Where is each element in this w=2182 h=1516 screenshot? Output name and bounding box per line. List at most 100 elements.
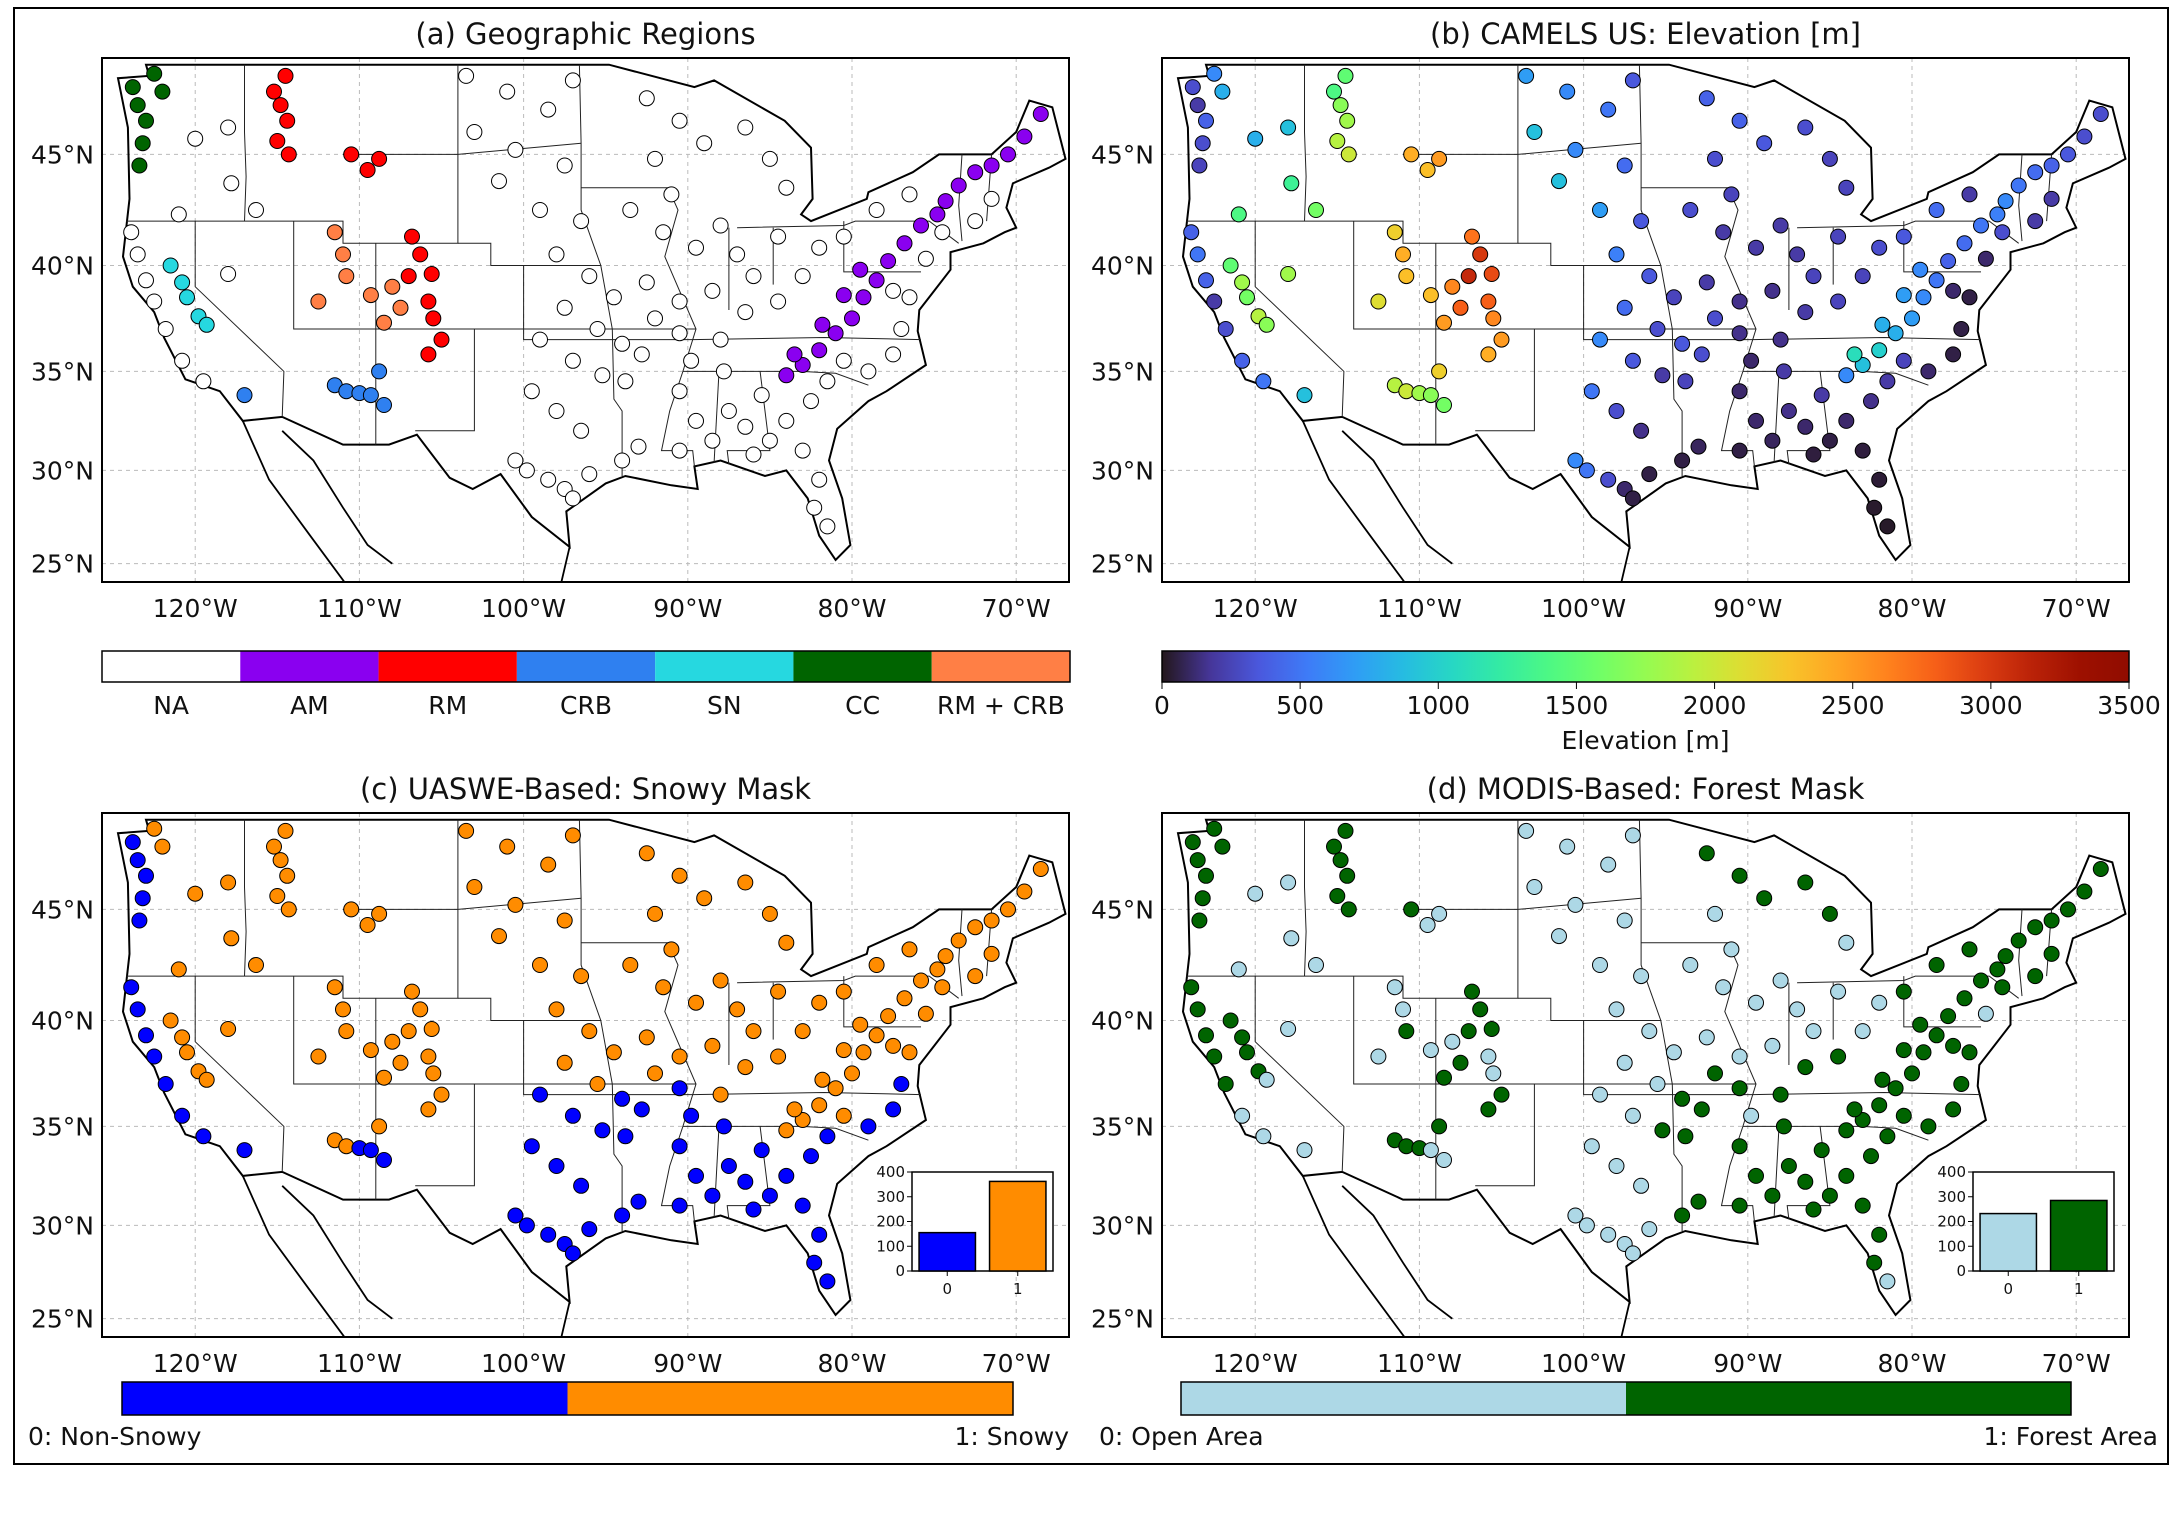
state-boundary xyxy=(1353,221,1756,330)
station-point xyxy=(124,834,141,851)
station-point xyxy=(917,250,934,267)
station-point xyxy=(737,874,754,891)
station-point xyxy=(1395,1001,1411,1018)
station-point xyxy=(573,968,590,985)
station-point xyxy=(1624,1107,1641,1124)
station-point xyxy=(1592,202,1608,218)
station-point xyxy=(1222,257,1239,274)
colorbar-label-1: 1: Snowy xyxy=(954,1422,1069,1451)
station-point xyxy=(1912,1016,1929,1033)
station-point xyxy=(880,1008,897,1025)
inset-y-tick: 300 xyxy=(876,1188,905,1206)
lon-tick-label: 80°W xyxy=(1877,1349,1946,1378)
state-boundary xyxy=(415,1084,475,1187)
station-point xyxy=(1780,403,1797,419)
station-point xyxy=(362,387,379,404)
station-point xyxy=(803,393,819,410)
station-point xyxy=(1032,106,1049,122)
station-point xyxy=(1464,228,1480,245)
station-point xyxy=(1912,261,1929,278)
station-point xyxy=(885,346,902,363)
lon-tick-label: 80°W xyxy=(817,1349,886,1378)
station-point xyxy=(1707,150,1723,167)
station-point xyxy=(1871,342,1888,359)
station-point xyxy=(269,888,286,904)
state-boundary xyxy=(2018,154,2023,242)
station-point xyxy=(1871,239,1888,256)
station-point xyxy=(195,373,212,390)
station-point xyxy=(712,331,729,348)
station-point xyxy=(671,383,688,400)
station-point xyxy=(532,1086,548,1103)
state-boundary xyxy=(1254,221,1345,417)
station-point xyxy=(786,1101,803,1118)
station-point xyxy=(896,990,913,1007)
station-point xyxy=(1247,130,1264,147)
station-point xyxy=(712,217,729,234)
station-point xyxy=(556,157,573,174)
lat-tick-label: 45°N xyxy=(1091,895,1154,924)
station-point xyxy=(852,261,869,278)
station-point xyxy=(1326,83,1342,100)
station-point xyxy=(338,383,355,400)
state-boundary xyxy=(1304,819,1307,977)
station-point xyxy=(532,331,548,348)
station-point xyxy=(1838,1122,1855,1139)
station-point xyxy=(683,1107,700,1124)
station-point xyxy=(223,930,240,947)
station-point xyxy=(1280,874,1297,891)
station-point xyxy=(564,72,581,89)
coastline xyxy=(1341,430,1453,565)
station-point xyxy=(1419,917,1436,933)
station-point xyxy=(343,901,360,918)
station-point xyxy=(614,1090,631,1107)
station-point xyxy=(745,1023,762,1040)
station-point xyxy=(2043,190,2060,207)
station-point xyxy=(1956,990,1973,1007)
station-point xyxy=(835,1107,852,1124)
station-point xyxy=(1748,239,1764,256)
station-point xyxy=(1567,1207,1584,1224)
station-point xyxy=(617,373,634,390)
station-point xyxy=(745,1201,762,1218)
station-point xyxy=(1854,1197,1871,1214)
colorbar-swatch xyxy=(122,1382,568,1415)
station-point xyxy=(1772,972,1789,989)
station-point xyxy=(671,293,688,310)
station-point xyxy=(1198,272,1214,289)
station-point xyxy=(423,1021,440,1037)
station-point xyxy=(2010,932,2027,949)
station-point xyxy=(277,822,294,839)
station-point xyxy=(1624,352,1641,369)
station-point xyxy=(248,957,264,973)
station-point xyxy=(376,1069,392,1086)
station-point xyxy=(1308,957,1324,973)
panel-title: (b) CAMELS US: Elevation [m] xyxy=(1430,17,1861,51)
station-point xyxy=(814,316,831,333)
station-point xyxy=(594,1122,611,1139)
station-point xyxy=(1567,452,1584,469)
station-point xyxy=(1332,97,1349,114)
station-point xyxy=(1915,289,1932,306)
colorbar-swatch xyxy=(1626,1382,2071,1415)
inset-y-tick: 300 xyxy=(1937,1188,1966,1206)
station-point xyxy=(835,352,852,369)
station-point xyxy=(564,352,581,369)
station-point xyxy=(2027,968,2044,985)
station-point xyxy=(1230,206,1247,223)
station-point xyxy=(1234,352,1251,369)
station-point xyxy=(1234,274,1251,291)
lat-tick-label: 40°N xyxy=(1091,1007,1154,1036)
station-point xyxy=(778,412,795,429)
station-point xyxy=(1879,373,1896,390)
station-point xyxy=(1863,393,1879,410)
station-point xyxy=(647,310,663,327)
station-point xyxy=(1480,346,1497,363)
station-point xyxy=(548,246,565,263)
station-point xyxy=(778,367,795,384)
station-point xyxy=(1682,957,1699,973)
station-point xyxy=(729,246,746,263)
station-point xyxy=(220,874,237,891)
station-point xyxy=(129,246,146,263)
station-point xyxy=(1772,331,1789,348)
